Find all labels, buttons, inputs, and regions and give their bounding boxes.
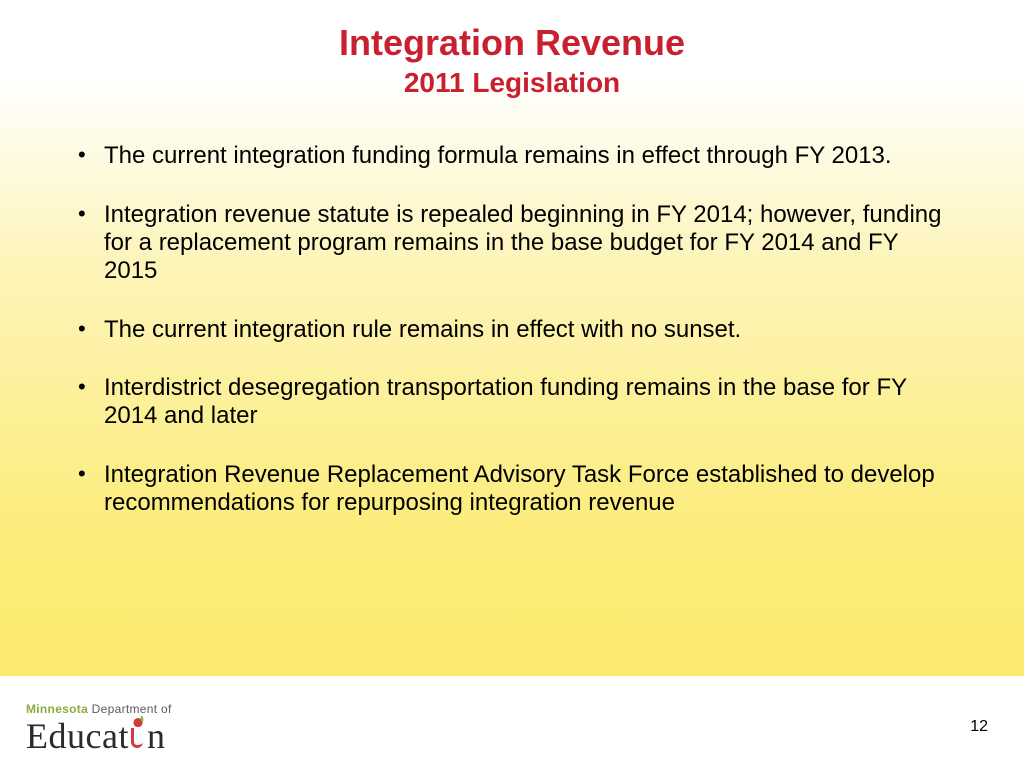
slide-body: The current integration funding formula … [0, 100, 1024, 517]
logo-text-pre: Educat [26, 716, 129, 756]
slide-title: Integration Revenue [0, 22, 1024, 63]
slide-footer: Minnesota Department of Educatn 12 [0, 676, 1024, 768]
apple-i-icon [129, 714, 147, 754]
page-number: 12 [970, 718, 988, 736]
bullet-item: Interdistrict desegregation transportati… [70, 374, 954, 431]
logo-education: Educatn [26, 714, 172, 754]
mde-logo: Minnesota Department of Educatn [26, 702, 172, 754]
bullet-item: Integration revenue statute is repealed … [70, 201, 954, 286]
logo-text-post: n [147, 716, 166, 756]
bullet-item: Integration Revenue Replacement Advisory… [70, 461, 954, 518]
slide-subtitle: 2011 Legislation [0, 65, 1024, 100]
bullet-item: The current integration rule remains in … [70, 316, 954, 344]
title-block: Integration Revenue 2011 Legislation [0, 0, 1024, 100]
slide: Integration Revenue 2011 Legislation The… [0, 0, 1024, 768]
bullet-list: The current integration funding formula … [70, 142, 954, 517]
bullet-item: The current integration funding formula … [70, 142, 954, 170]
